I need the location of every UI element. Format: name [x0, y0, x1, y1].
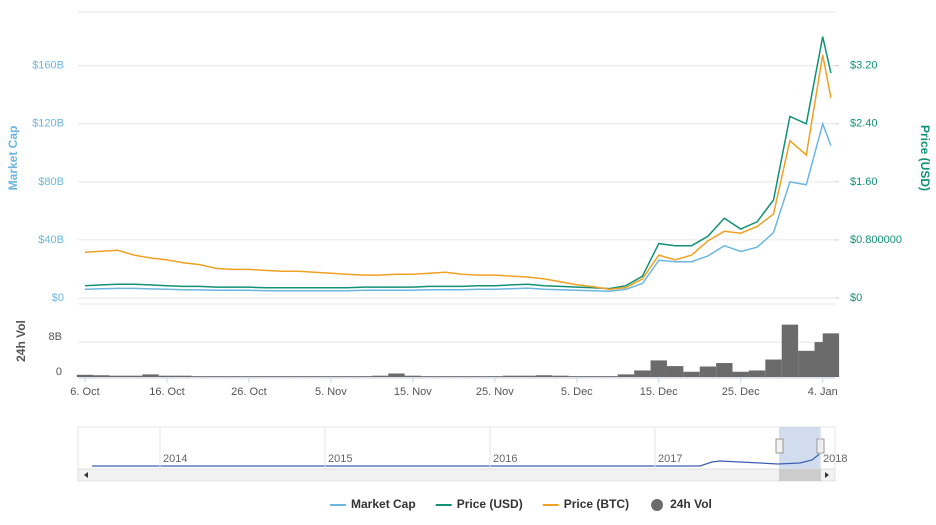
volume-bar [191, 376, 208, 377]
volume-bar [584, 376, 602, 377]
volume-bar [371, 375, 389, 377]
x-tick-label: 5. Nov [315, 386, 347, 398]
volume-bar [519, 375, 536, 377]
x-tick-label: 26. Oct [231, 386, 266, 398]
y2-axis-title: Price (USD) [918, 125, 932, 191]
volume-bar [175, 375, 192, 377]
volume-bar [109, 375, 126, 377]
vol-tick-label: 8B [49, 331, 62, 343]
vol-axis-title: 24h Vol [14, 320, 28, 362]
y2-tick-label: $2.40 [850, 118, 878, 130]
scrollbar-thumb [779, 469, 821, 481]
volume-bar [601, 376, 618, 377]
y-axis-title: Market Cap [6, 126, 20, 191]
volume-bar [568, 376, 585, 377]
volume-bar [486, 376, 504, 377]
volume-bar [355, 376, 372, 377]
x-tick-label: 15. Nov [394, 386, 432, 398]
volume-bar [207, 376, 225, 377]
volume-bar [273, 376, 290, 377]
series-line [84, 36, 832, 290]
y2-tick-label: $0.800000 [850, 234, 902, 246]
volume-bar [552, 375, 569, 377]
y-tick-label: $40B [38, 234, 64, 246]
volume-bar [240, 376, 258, 377]
navigator-window [779, 427, 821, 469]
navigator-label: 2016 [493, 453, 517, 465]
volume-bar [716, 363, 733, 377]
plot-area [78, 12, 835, 378]
y-tick-label: $160B [32, 60, 64, 72]
volume-bar [781, 324, 799, 377]
volume-bar [437, 376, 454, 377]
volume-bar [125, 375, 143, 377]
volume-bar [798, 350, 815, 377]
y2-tick-label: $1.60 [850, 176, 878, 188]
legend: Market Cap Price (USD) Price (BTC) 24h Vol [330, 497, 712, 511]
navigator-frame [77, 426, 836, 470]
volume-bar [634, 370, 651, 377]
volume-bar [142, 374, 159, 377]
vol-tick-label: 0 [56, 366, 62, 378]
y-tick-label: $80B [38, 176, 64, 188]
navigator [77, 426, 836, 482]
volume-bar [158, 375, 176, 377]
series-line [84, 54, 832, 291]
volume-bar [76, 374, 94, 377]
x-tick-label: 4. Jan [808, 386, 838, 398]
x-tick-label: 5. Dec [561, 386, 593, 398]
volume-bar [224, 376, 241, 377]
legend-symbol [651, 499, 664, 511]
scrollbar [77, 468, 836, 482]
volume-bar [339, 376, 356, 377]
volume-bar [503, 375, 520, 377]
navigator-line [92, 451, 823, 467]
volume-bar [765, 359, 782, 377]
navigator-label: 2018 [823, 453, 847, 465]
volume-bar [404, 375, 422, 377]
volume-bar [257, 376, 274, 377]
volume-bar [306, 376, 323, 377]
y-tick-label: $120B [32, 118, 64, 130]
x-tick-label: 16. Oct [149, 386, 184, 398]
y2-tick-label: $3.20 [850, 60, 878, 72]
x-tick-label: 6. Oct [70, 386, 99, 398]
legend-label: Price (BTC) [564, 497, 629, 511]
y-tick-label: $0 [52, 292, 64, 304]
volume-bar [388, 373, 405, 377]
x-tick-label: 25. Dec [722, 386, 760, 398]
volume-bar [683, 371, 700, 377]
x-tick-label: 15. Dec [640, 386, 678, 398]
legend-label: Price (USD) [457, 497, 523, 511]
volume-bar [617, 374, 635, 377]
volume-bar [699, 366, 717, 377]
volume-bar [93, 375, 110, 377]
y2-tick-label: $0 [850, 292, 862, 304]
legend-label: Market Cap [351, 497, 416, 511]
navigator-label: 2017 [658, 453, 682, 465]
legend-label: 24h Vol [670, 497, 712, 511]
volume-bar [748, 370, 766, 377]
volume-bar [421, 376, 438, 377]
series-line [84, 121, 832, 293]
volume-bar [289, 376, 307, 377]
navigator-label: 2014 [163, 453, 187, 465]
volume-bar [453, 376, 471, 377]
volume-bar [666, 366, 684, 377]
volume-bar [322, 376, 340, 377]
volume-bar [650, 360, 667, 377]
navigator-handle [775, 438, 784, 454]
volume-bar [822, 333, 840, 377]
volume-bar [535, 375, 553, 377]
navigator-label: 2015 [328, 453, 352, 465]
x-tick-label: 25. Nov [476, 386, 514, 398]
volume-bar [732, 371, 749, 377]
volume-bar [470, 376, 487, 377]
